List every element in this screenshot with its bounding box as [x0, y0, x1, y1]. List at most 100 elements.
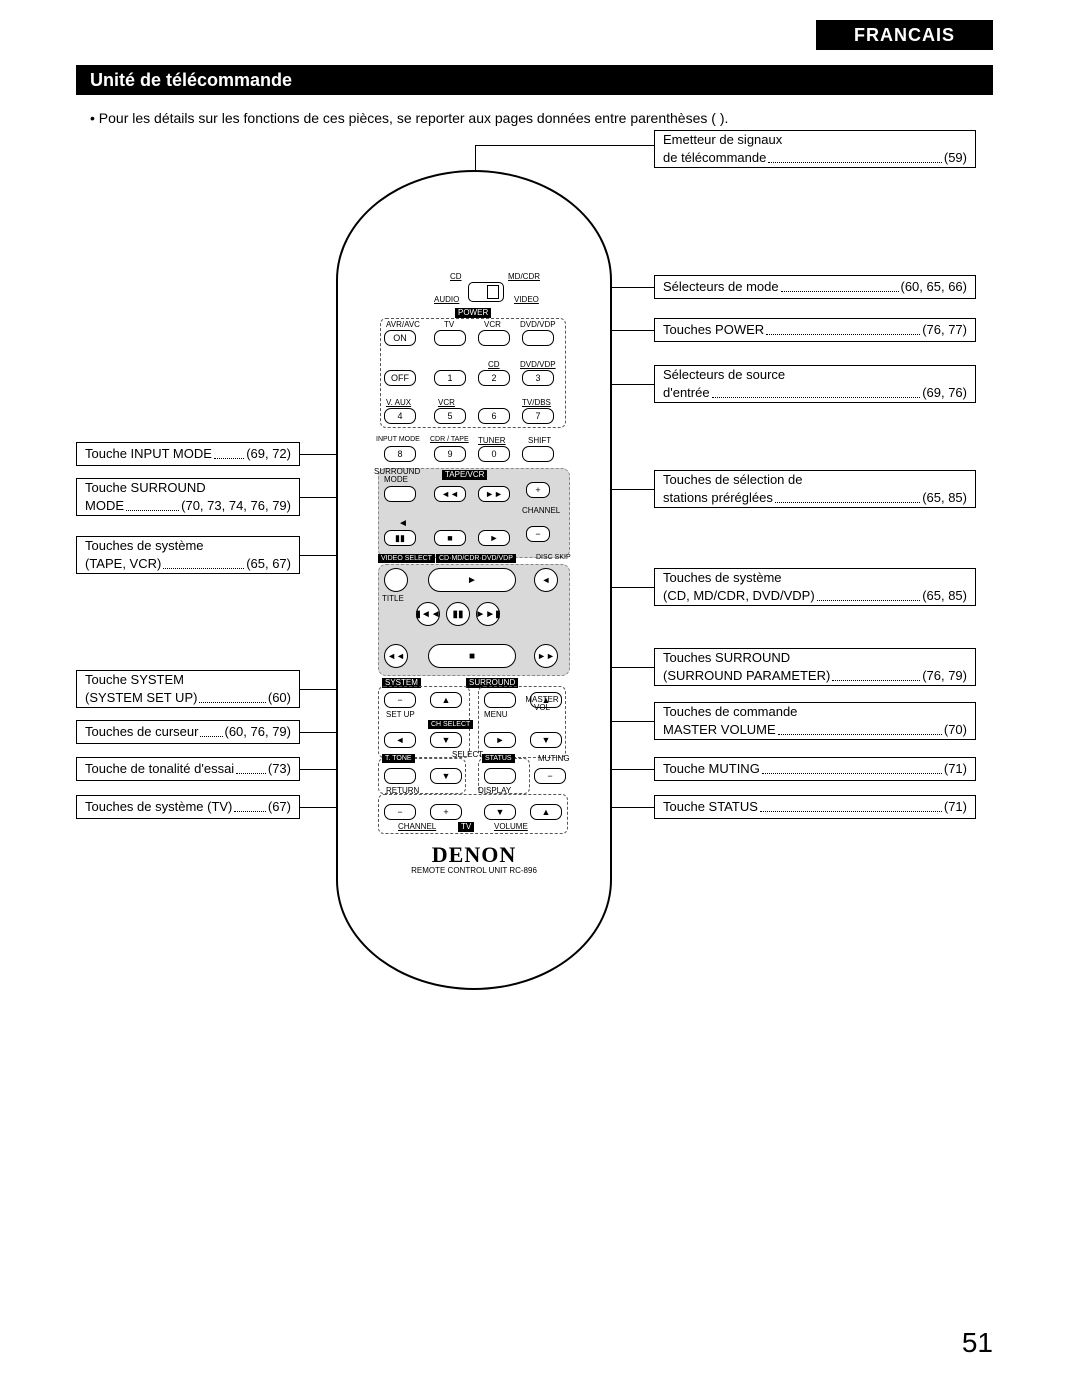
label-shift: SHIFT: [528, 436, 551, 445]
label-audio: AUDIO: [434, 295, 459, 304]
num-3-button[interactable]: 3: [522, 370, 554, 386]
label-tvdbs: TV/DBS: [522, 398, 551, 407]
label-channel2: CHANNEL: [398, 822, 436, 831]
num-4-button[interactable]: 4: [384, 408, 416, 424]
tv-ch-plus-button[interactable]: +: [430, 804, 462, 820]
disc-pause-button[interactable]: ▮▮: [446, 602, 470, 626]
power-dvd-button[interactable]: [522, 330, 554, 346]
mastervol-down-button[interactable]: ▼: [530, 732, 562, 748]
label-videoselect: VIDEO SELECT: [378, 554, 435, 563]
num-9-button[interactable]: 9: [434, 446, 466, 462]
off-button[interactable]: OFF: [384, 370, 416, 386]
surround-menu-button[interactable]: [484, 692, 516, 708]
callout-box: Touches de système(CD, MD/CDR, DVD/VDP)(…: [654, 568, 976, 606]
muting-button[interactable]: −: [534, 768, 566, 784]
num-6-button[interactable]: 6: [478, 408, 510, 424]
shift-button[interactable]: [522, 446, 554, 462]
callout-box: Touche SURROUNDMODE(70, 73, 74, 76, 79): [76, 478, 300, 516]
callout-box: Sélecteurs de mode(60, 65, 66): [654, 275, 976, 299]
intro-text: • Pour les détails sur les fonctions de …: [90, 110, 728, 126]
cursor-right-button[interactable]: ►: [484, 732, 516, 748]
on-button[interactable]: ON: [384, 330, 416, 346]
page-number: 51: [962, 1327, 993, 1359]
stop-button[interactable]: ■: [434, 530, 466, 546]
remote-outline: CD MD/CDR AUDIO VIDEO POWER AVR/AVC TV V…: [336, 170, 612, 990]
system-up-button[interactable]: ▲: [430, 692, 462, 708]
label-volume: VOLUME: [494, 822, 528, 831]
tv-ch-minus-button[interactable]: −: [384, 804, 416, 820]
label-vcr2: VCR: [438, 398, 455, 407]
skip-prev-button[interactable]: ▮◄◄: [416, 602, 440, 626]
discskip-prev-button[interactable]: ◄: [534, 568, 558, 592]
label-inputmode: INPUT MODE: [376, 436, 420, 443]
label-cd: CD: [450, 272, 462, 281]
label-channel: CHANNEL: [522, 506, 560, 515]
label-dvdvdp: DVD/VDP: [520, 320, 556, 329]
surround-mode-button[interactable]: [384, 486, 416, 502]
cursor-left-button[interactable]: ◄: [384, 732, 416, 748]
label-dvdvdp2: DVD/VDP: [520, 360, 556, 369]
num-8-button[interactable]: 8: [384, 446, 416, 462]
label-cd2: CD: [488, 360, 500, 369]
tv-vol-up-button[interactable]: ▲: [530, 804, 562, 820]
fastfwd-button[interactable]: ►►: [478, 486, 510, 502]
label-surround-mode: SURROUND MODE: [374, 468, 418, 484]
label-tv2: TV: [458, 822, 474, 832]
label-vaux: V. AUX: [386, 398, 411, 407]
num-5-button[interactable]: 5: [434, 408, 466, 424]
label-vcr: VCR: [484, 320, 501, 329]
disc-ff-button[interactable]: ►►: [534, 644, 558, 668]
callout-box: Emetteur de signauxde télécommande(59): [654, 130, 976, 168]
videoselect-button[interactable]: [384, 568, 408, 592]
pause-button[interactable]: ▮▮: [384, 530, 416, 546]
cursor-down-button[interactable]: ▼: [430, 732, 462, 748]
channel-down-button[interactable]: −: [526, 526, 550, 542]
return-down-button[interactable]: ▼: [430, 768, 462, 784]
language-bar: FRANCAIS: [813, 20, 993, 50]
label-status: STATUS: [482, 754, 515, 763]
label-video: VIDEO: [514, 295, 539, 304]
rewind-button[interactable]: ◄◄: [434, 486, 466, 502]
num-7-button[interactable]: 7: [522, 408, 554, 424]
callout-box: Touches de curseur(60, 76, 79): [76, 720, 300, 744]
system-minus-button[interactable]: −: [384, 692, 416, 708]
label-tapevcr: TAPE/VCR: [442, 470, 487, 480]
power-vcr-button[interactable]: [478, 330, 510, 346]
skip-next-button[interactable]: ►►▮: [476, 602, 500, 626]
label-title: TITLE: [382, 594, 404, 603]
tv-vol-down-button[interactable]: ▼: [484, 804, 516, 820]
callout-box: Touches de commandeMASTER VOLUME(70): [654, 702, 976, 740]
play-button[interactable]: ►: [478, 530, 510, 546]
callout-box: Touches de système (TV)(67): [76, 795, 300, 819]
callout-box: Touche INPUT MODE(69, 72): [76, 442, 300, 466]
ttone-button[interactable]: [384, 768, 416, 784]
label-ttone: T. TONE: [382, 754, 415, 763]
label-setup: SET UP: [386, 710, 415, 719]
disc-rew-button[interactable]: ◄◄: [384, 644, 408, 668]
label-power: POWER: [455, 308, 491, 318]
label-muting: MUTING: [538, 754, 570, 763]
num-1-button[interactable]: 1: [434, 370, 466, 386]
status-button[interactable]: [484, 768, 516, 784]
label-avr: AVR/AVC: [386, 320, 420, 329]
num-0-button[interactable]: 0: [478, 446, 510, 462]
label-cdrtape: CDR / TAPE: [430, 436, 469, 443]
label-discskip: DISC SKIP: [536, 554, 571, 561]
disc-play-button[interactable]: ►: [428, 568, 516, 592]
disc-stop-button[interactable]: ■: [428, 644, 516, 668]
brand-logo: DENON: [338, 842, 610, 868]
callout-box: Touche SYSTEM(SYSTEM SET UP)(60): [76, 670, 300, 708]
label-menu: MENU: [484, 710, 508, 719]
left-arrow-icon: ◄: [398, 518, 408, 529]
channel-up-button[interactable]: +: [526, 482, 550, 498]
label-cdmd: CD·MD/CDR·DVD/VDP: [436, 554, 516, 563]
callout-box: Touches SURROUND(SURROUND PARAMETER)(76,…: [654, 648, 976, 686]
model-label: REMOTE CONTROL UNIT RC-896: [338, 866, 610, 875]
num-2-button[interactable]: 2: [478, 370, 510, 386]
callout-box: Touches POWER(76, 77): [654, 318, 976, 342]
power-tv-button[interactable]: [434, 330, 466, 346]
callout-box: Touche MUTING(71): [654, 757, 976, 781]
label-chselect: CH SELECT: [428, 720, 473, 729]
mode-switch[interactable]: [468, 282, 504, 302]
label-tv: TV: [444, 320, 454, 329]
